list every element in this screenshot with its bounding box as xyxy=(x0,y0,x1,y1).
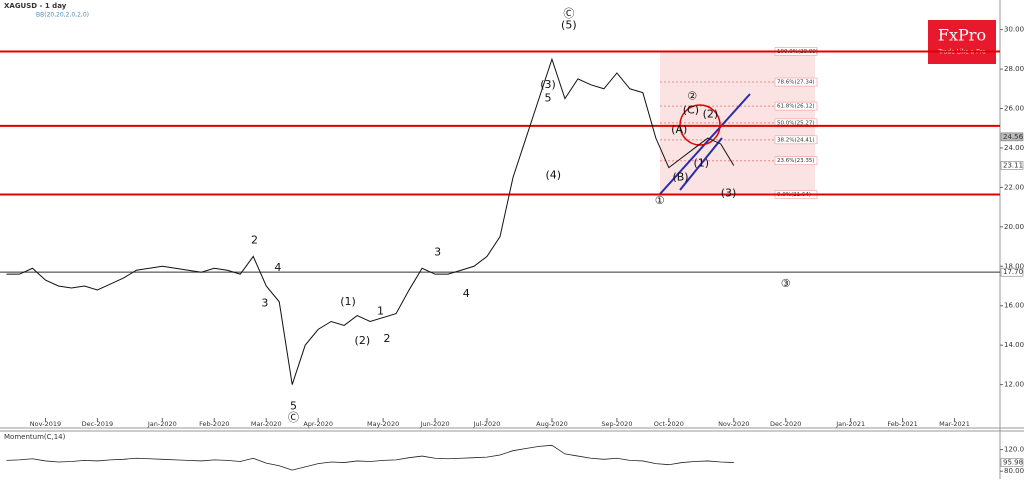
x-tick-label: Feb-2021 xyxy=(887,420,917,428)
price-marker xyxy=(1000,267,1024,277)
y-tick-label: 22.00 xyxy=(1004,183,1024,191)
fib-label: 38.2%(24.41) xyxy=(777,137,815,143)
momentum-marker-label: 95.98 xyxy=(1003,459,1023,467)
logo-box xyxy=(928,20,996,64)
wave-label: (A) xyxy=(671,123,687,136)
fib-label: 23.6%(23.35) xyxy=(777,158,815,164)
y-tick-label: 26.00 xyxy=(1004,104,1024,112)
wave-label: 1 xyxy=(377,305,384,318)
wave-label: ② xyxy=(687,90,697,103)
wave-label: (2) xyxy=(703,107,719,120)
y-tick-label: 28.00 xyxy=(1004,65,1024,73)
x-tick-label: Dec-2019 xyxy=(82,420,113,428)
wave-label: (1) xyxy=(340,295,356,308)
wave-label: (5) xyxy=(561,19,577,32)
y-tick-label: 24.00 xyxy=(1004,144,1024,152)
price-marker xyxy=(1000,161,1024,170)
wave-label: 2 xyxy=(384,332,391,345)
fib-label-box xyxy=(774,77,818,87)
wave-label: 2 xyxy=(251,234,258,247)
x-tick-label: Mar-2021 xyxy=(939,420,970,428)
x-tick-label: Jan-2020 xyxy=(147,420,177,428)
momentum-line xyxy=(6,444,734,471)
fib-label: 78.6%(27.34) xyxy=(777,80,815,86)
wave-label: ③ xyxy=(781,277,791,290)
y-tick-label: 14.00 xyxy=(1004,341,1024,349)
x-tick-label: Dec-2020 xyxy=(770,420,801,428)
x-tick-label: Oct-2020 xyxy=(654,420,684,428)
x-tick-label: Jun-2020 xyxy=(420,420,450,428)
momentum-marker xyxy=(1000,458,1024,467)
y-tick-label: 16.00 xyxy=(1004,302,1024,310)
wave-label: (C) xyxy=(683,103,699,116)
wave-label: Ⓒ xyxy=(563,7,574,20)
x-tick-label: Nov-2019 xyxy=(30,420,61,428)
x-tick-label: May-2020 xyxy=(367,420,399,428)
wave-label: 5 xyxy=(290,399,297,412)
wave-label: (4) xyxy=(545,169,561,182)
wave-label: (3) xyxy=(540,78,556,91)
wave-label: 5 xyxy=(545,92,552,105)
fib-label-box xyxy=(774,101,818,111)
wave-label: (3) xyxy=(721,186,737,199)
fib-label: 50.0%(25.27) xyxy=(777,120,815,126)
fib-label-box xyxy=(774,135,818,145)
y-tick-label: 30.00 xyxy=(1004,26,1024,34)
x-tick-label: Feb-2020 xyxy=(199,420,229,428)
x-tick-label: Aug-2020 xyxy=(536,420,568,428)
indicator-label: BB(20,20,2,0,2,0) xyxy=(36,12,89,19)
logo: FxPro xyxy=(938,26,986,45)
y-tick-label: 120.00 xyxy=(1004,446,1024,454)
x-tick-label: Jul-2020 xyxy=(473,420,501,428)
wave-label: ① xyxy=(655,194,665,207)
price-marker-label: 24.56 xyxy=(1003,133,1024,141)
fib-label: 61.8%(26.12) xyxy=(777,104,815,110)
wave-label: (B) xyxy=(672,171,688,184)
x-tick-label: Jan-2021 xyxy=(835,420,865,428)
channel-line xyxy=(679,137,723,191)
x-tick-label: Mar-2020 xyxy=(251,420,282,428)
wave-label: (2) xyxy=(355,334,371,347)
momentum-title: Momentum(C,14) xyxy=(4,433,66,441)
x-tick-label: Apr-2020 xyxy=(303,420,333,428)
y-tick-label: 18.00 xyxy=(1004,262,1024,270)
y-tick-label: 20.00 xyxy=(1004,223,1024,231)
x-tick-label: Sep-2020 xyxy=(601,420,632,428)
y-tick-label: 80.00 xyxy=(1004,467,1024,475)
wave-label: 4 xyxy=(274,261,281,274)
wave-label: 3 xyxy=(434,245,441,258)
fib-label-box xyxy=(774,118,818,128)
price-line xyxy=(6,57,735,385)
wave-label: 4 xyxy=(463,287,470,300)
price-marker xyxy=(1000,132,1024,142)
chart-title: XAGUSD - 1 day xyxy=(4,2,67,10)
fib-label-box xyxy=(774,156,818,165)
y-tick-label: 12.00 xyxy=(1004,381,1024,389)
wave-label: (1) xyxy=(694,157,710,170)
wave-label: Ⓒ xyxy=(288,411,299,424)
price-marker-label: 23.11 xyxy=(1003,161,1023,169)
price-marker-label: 17.70 xyxy=(1003,268,1023,276)
wave-label: 3 xyxy=(261,297,268,310)
x-tick-label: Nov-2020 xyxy=(718,420,749,428)
